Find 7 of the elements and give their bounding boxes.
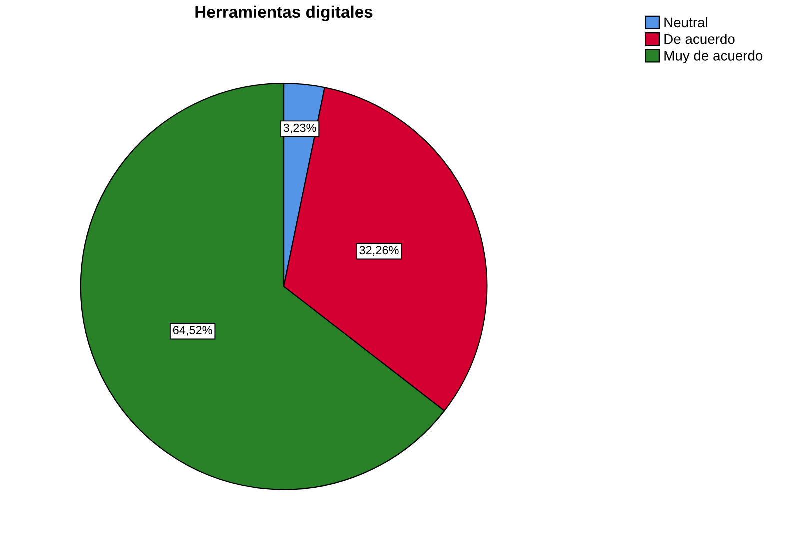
legend-label: Muy de acuerdo [664,50,763,64]
legend-label: Neutral [664,17,708,28]
legend-label: De acuerdo [664,34,735,44]
chart-title: Herramientas digitales [196,6,373,22]
data-label: 3,23% [284,124,316,134]
data-label: 32,26% [360,246,399,256]
data-label: 64,52% [173,326,212,336]
